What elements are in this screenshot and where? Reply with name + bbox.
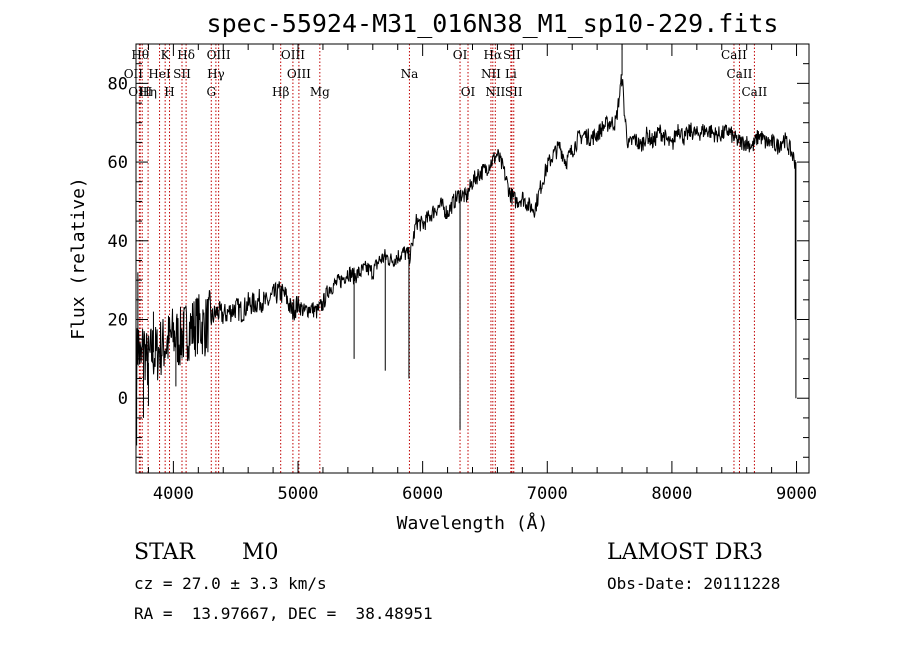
spectral-line-label: SII xyxy=(505,85,523,99)
x-tick-label: 4000 xyxy=(153,484,194,504)
spectral-line-label: Hγ xyxy=(207,67,225,81)
spectral-line-label: Hθ xyxy=(131,48,149,62)
spectral-line-label: OI xyxy=(461,85,476,99)
y-tick-label: 60 xyxy=(108,153,128,173)
spectral-line-label: OII xyxy=(124,67,144,81)
spectral-line-label: SII xyxy=(503,48,521,62)
y-axis-label: Flux (relative) xyxy=(68,177,89,340)
spectral-line-label: OIII xyxy=(287,67,311,81)
spectral-line-label: OIII xyxy=(281,48,305,62)
x-axis-label: Wavelength (Å) xyxy=(397,512,549,534)
observation-date: Obs-Date: 20111228 xyxy=(607,574,781,593)
x-tick-label: 5000 xyxy=(278,484,319,504)
spectral-line-label: CaII xyxy=(727,67,753,81)
spectral-line-label: CaII xyxy=(721,48,747,62)
spectral-line-label: CaII xyxy=(741,85,767,99)
spectral-line-label: NII xyxy=(481,67,501,81)
x-tick-label: 8000 xyxy=(651,484,692,504)
spectral-line-label: Hδ xyxy=(177,48,195,62)
y-tick-label: 80 xyxy=(108,74,128,94)
survey-name: LAMOST DR3 xyxy=(607,540,763,565)
x-tick-label: 6000 xyxy=(402,484,443,504)
spectral-line-label: OIII xyxy=(207,48,231,62)
chart-title: spec-55924-M31_016N38_M1_sp10-229.fits xyxy=(207,9,779,38)
spectral-line-label: G xyxy=(206,85,216,99)
plot-frame xyxy=(135,43,810,474)
y-tick-label: 40 xyxy=(108,232,128,252)
y-tick-label: 0 xyxy=(118,389,128,409)
spectral-line-label: SII xyxy=(173,67,191,81)
spectral-line-label: Mg xyxy=(310,85,330,99)
spectrum-flux-line xyxy=(136,74,796,391)
y-tick-label: 20 xyxy=(108,311,128,331)
spectral-line-label: OI xyxy=(453,48,468,62)
coordinates: RA = 13.97667, DEC = 38.48951 xyxy=(134,604,433,623)
spectral-line-label: NII xyxy=(485,85,505,99)
spectral-line-label: OIII xyxy=(128,85,152,99)
object-class: STAR xyxy=(134,540,195,565)
x-tick-label: 9000 xyxy=(776,484,817,504)
spectral-line-label: Hα xyxy=(484,48,503,62)
spectral-line-label: H xyxy=(164,85,174,99)
object-subclass: M0 xyxy=(242,540,279,565)
spectral-line-label: Na xyxy=(401,67,419,81)
spectral-line-label: Li xyxy=(505,67,517,81)
x-tick-label: 7000 xyxy=(527,484,568,504)
redshift-velocity: cz = 27.0 ± 3.3 km/s xyxy=(134,574,327,593)
spectral-line-label: Hβ xyxy=(272,85,289,99)
spectral-line-label: Hη xyxy=(139,85,157,99)
spectral-line-label: HeI xyxy=(148,67,171,81)
spectral-line-label: K xyxy=(161,48,171,62)
